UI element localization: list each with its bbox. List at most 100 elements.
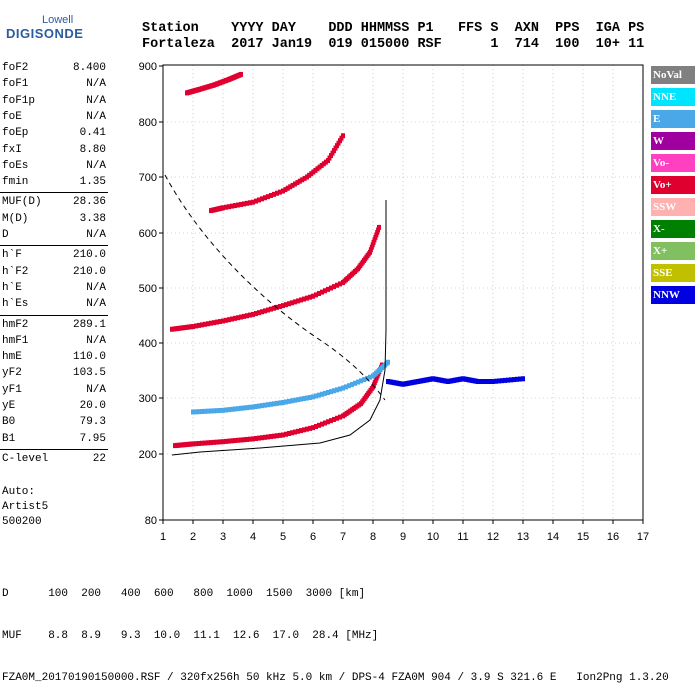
data-point bbox=[184, 324, 189, 330]
param-value: 8.80 bbox=[79, 143, 106, 156]
data-point bbox=[299, 428, 303, 434]
param-name: yF1 bbox=[2, 383, 22, 396]
data-point bbox=[295, 180, 300, 186]
param-value: N/A bbox=[86, 334, 106, 347]
data-point bbox=[236, 437, 240, 443]
x-tick-label: 9 bbox=[400, 531, 406, 543]
data-point bbox=[494, 378, 498, 384]
data-point bbox=[302, 175, 307, 181]
true-height-profile-curve bbox=[171, 200, 387, 456]
data-point bbox=[194, 409, 198, 415]
data-point bbox=[335, 387, 339, 393]
data-point bbox=[254, 404, 258, 410]
data-point bbox=[284, 399, 288, 405]
data-point bbox=[257, 435, 261, 441]
data-point bbox=[221, 407, 225, 413]
param-name: foE bbox=[2, 110, 22, 123]
data-point bbox=[320, 421, 324, 427]
param-value: 28.36 bbox=[72, 196, 106, 209]
data-point bbox=[319, 162, 324, 168]
footer-muf: MUF 8.8 8.9 9.3 10.0 11.1 12.6 17.0 28.4… bbox=[2, 630, 379, 642]
param-value: N/A bbox=[86, 229, 106, 241]
data-point bbox=[224, 438, 228, 444]
data-point bbox=[266, 194, 270, 200]
data-point bbox=[260, 309, 264, 315]
param-name: hmF2 bbox=[2, 318, 29, 331]
data-point bbox=[518, 376, 522, 382]
data-point bbox=[305, 395, 309, 401]
data-point bbox=[332, 388, 336, 394]
data-point bbox=[302, 396, 306, 402]
data-point bbox=[233, 438, 237, 444]
data-point bbox=[191, 441, 195, 447]
data-point bbox=[230, 438, 234, 444]
data-point bbox=[509, 377, 513, 383]
data-point bbox=[386, 359, 390, 365]
data-point bbox=[224, 407, 228, 413]
param-separator bbox=[0, 192, 108, 194]
data-point bbox=[245, 200, 249, 206]
data-point bbox=[305, 426, 309, 432]
param-row: yF2 103.5 bbox=[2, 365, 106, 381]
data-point bbox=[191, 409, 195, 415]
header-values: Fortaleza 2017 Jan19 019 015000 RSF 1 71… bbox=[142, 37, 645, 52]
data-point bbox=[344, 384, 348, 390]
data-point bbox=[206, 408, 210, 414]
data-point bbox=[176, 325, 181, 331]
param-value: 0.41 bbox=[79, 127, 106, 140]
data-point bbox=[272, 305, 276, 311]
data-point bbox=[188, 324, 193, 330]
data-point bbox=[203, 321, 207, 327]
data-point bbox=[515, 376, 519, 382]
param-row: B0 79.3 bbox=[2, 414, 106, 430]
param-row: D N/A bbox=[2, 227, 106, 243]
data-point bbox=[326, 286, 330, 292]
data-point bbox=[281, 303, 285, 309]
data-point bbox=[263, 402, 267, 408]
data-point bbox=[323, 390, 327, 396]
data-point bbox=[272, 191, 276, 197]
data-point bbox=[521, 376, 525, 382]
data-point bbox=[506, 377, 510, 383]
data-point bbox=[296, 397, 300, 403]
param-separator bbox=[0, 448, 108, 450]
data-point bbox=[174, 326, 179, 332]
data-point bbox=[206, 440, 210, 446]
data-point bbox=[305, 174, 309, 180]
x-tick-label: 12 bbox=[487, 531, 499, 543]
param-row: foF1 N/A bbox=[2, 76, 106, 92]
data-point bbox=[293, 299, 297, 305]
data-point bbox=[353, 380, 357, 386]
data-point bbox=[212, 408, 216, 414]
data-point bbox=[278, 303, 282, 309]
y-tick-label: 80 bbox=[145, 515, 157, 527]
data-point bbox=[281, 432, 285, 438]
x-tick-label: 1 bbox=[160, 531, 166, 543]
data-point bbox=[308, 394, 312, 400]
data-point bbox=[338, 386, 342, 392]
data-point bbox=[242, 201, 246, 207]
param-row: foF2 8.400 bbox=[2, 60, 106, 76]
data-point bbox=[332, 416, 336, 422]
data-point bbox=[197, 409, 201, 415]
auto-artist: Artist5 bbox=[2, 501, 49, 513]
data-point bbox=[317, 164, 322, 170]
data-point bbox=[215, 319, 219, 325]
data-point bbox=[281, 188, 285, 194]
data-point bbox=[332, 284, 336, 290]
data-point bbox=[251, 404, 255, 410]
param-value: N/A bbox=[86, 159, 106, 172]
param-value: 8.400 bbox=[72, 62, 106, 74]
param-value: N/A bbox=[86, 298, 106, 311]
data-point bbox=[230, 203, 234, 209]
data-point bbox=[206, 321, 210, 327]
legend-item: SSE bbox=[651, 264, 695, 282]
data-point bbox=[329, 389, 333, 395]
param-row: foEp 0.41 bbox=[2, 125, 106, 141]
data-point bbox=[278, 432, 282, 438]
data-point bbox=[257, 197, 261, 203]
axis-ticks: 1 2 3 4 5 6 7 8 9 10 11 12 13 14 15 16 17802003004005006… bbox=[139, 61, 649, 543]
data-points bbox=[170, 71, 525, 449]
param-name: h`F2 bbox=[2, 265, 29, 278]
data-point bbox=[180, 325, 185, 331]
